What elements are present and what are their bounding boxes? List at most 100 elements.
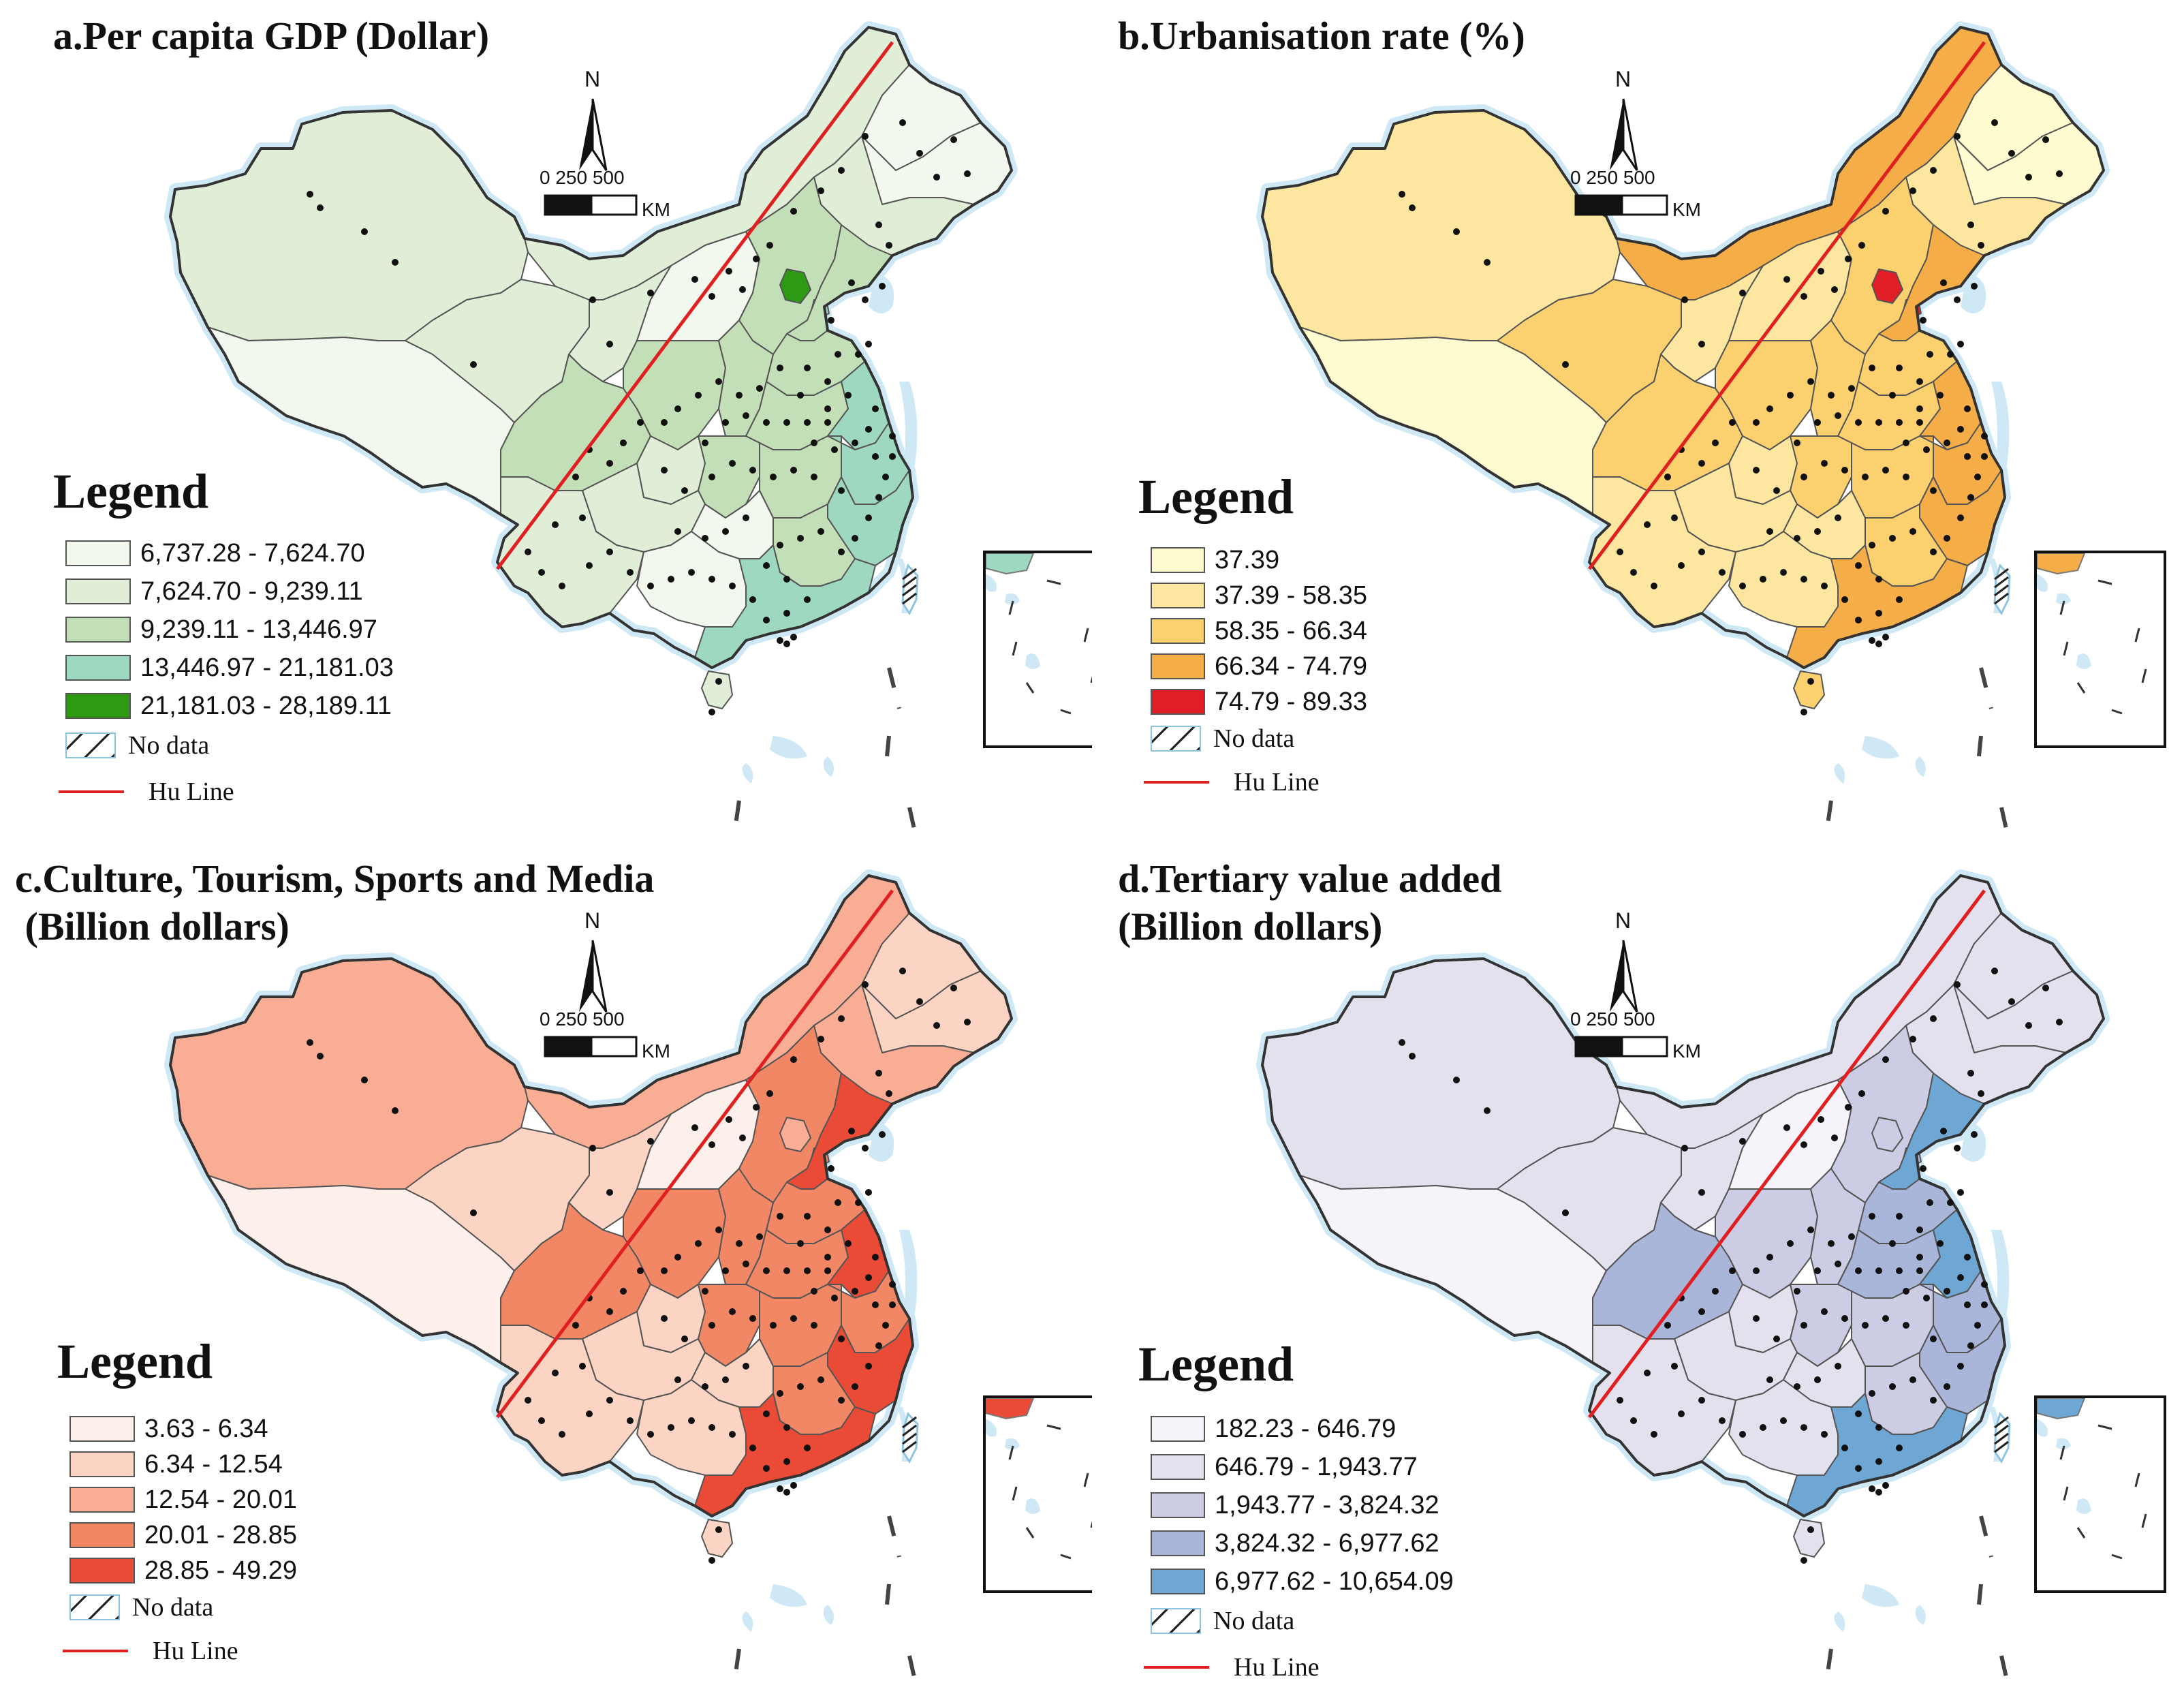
city-dot (681, 1335, 688, 1342)
boundary-dash (2001, 807, 2008, 838)
legend-swatch (69, 1558, 135, 1584)
city-dot (875, 494, 882, 501)
city-dot (1409, 204, 1416, 211)
city-dot (855, 351, 862, 358)
boundary-dash (736, 1649, 739, 1673)
city-dot (811, 1288, 817, 1295)
city-dot (875, 1070, 882, 1077)
legend-label: 646.79 - 1,943.77 (1215, 1453, 1418, 1482)
city-dot (572, 474, 579, 480)
north-arrow-icon (1603, 95, 1644, 177)
city-dot (1926, 1199, 1933, 1206)
panel-title: a.Per capita GDP (Dollar) (53, 12, 489, 60)
city-dot (1981, 453, 1988, 460)
city-dot (1848, 1233, 1855, 1240)
city-dot (852, 1383, 858, 1390)
city-dot (882, 474, 889, 480)
legend-swatch (65, 693, 131, 719)
city-dot (620, 1288, 627, 1295)
city-dot (1814, 528, 1821, 535)
scale-bar (1574, 194, 1670, 216)
sea-shade (770, 1584, 807, 1607)
city-dot (872, 1254, 879, 1261)
city-dot (1882, 1056, 1889, 1063)
city-dot (1930, 549, 1937, 555)
city-dot (702, 1383, 708, 1390)
city-dot (749, 596, 756, 603)
city-dot (916, 150, 923, 157)
city-dot (702, 1288, 708, 1295)
city-dot (1937, 392, 1944, 399)
hainan-island (1794, 1519, 1824, 1557)
city-dot (933, 1022, 940, 1029)
city-dot (2056, 1019, 2063, 1025)
city-dot (1896, 1267, 1903, 1274)
legend-label: 37.39 (1215, 546, 1279, 575)
city-dot (681, 487, 688, 494)
city-dot (875, 1342, 882, 1349)
city-dot (739, 1134, 746, 1141)
legend-item: 66.34 - 74.79 (1151, 651, 1367, 681)
city-dot (1926, 351, 1933, 358)
city-dot (1991, 968, 1998, 974)
city-dot (848, 1128, 855, 1134)
city-dot (1787, 392, 1794, 399)
city-dot (1882, 208, 1889, 215)
hu-line-label: Hu Line (1234, 1652, 1320, 1682)
city-dot (1930, 1335, 1937, 1342)
city-dot (1848, 385, 1855, 392)
boundary-dash (2001, 1656, 2008, 1683)
city-dot (1818, 1116, 1824, 1123)
city-dot (1944, 439, 1950, 446)
panel-title: b.Urbanisation rate (%) (1118, 12, 1525, 60)
city-dot (783, 419, 790, 426)
city-dot (848, 279, 855, 286)
city-dot (749, 467, 756, 474)
city-dot (1855, 617, 1862, 623)
city-dot (763, 1465, 770, 1472)
no-data-label: No data (1213, 724, 1294, 754)
city-dot (1930, 1397, 1937, 1404)
legend-swatch (69, 1416, 135, 1442)
city-dot (729, 1308, 736, 1315)
city-dot (715, 1226, 722, 1233)
city-dot (855, 1199, 862, 1206)
sea-shade (1835, 763, 1845, 784)
city-dot (552, 1370, 559, 1376)
legend-item: 182.23 - 646.79 (1151, 1414, 1396, 1444)
city-dot (1916, 1254, 1923, 1261)
city-dot (834, 351, 841, 358)
city-dot (1753, 1267, 1760, 1274)
city-dot (606, 341, 613, 348)
city-dot (1807, 378, 1814, 385)
city-dot (1991, 119, 1998, 126)
hainan-island (702, 1519, 732, 1557)
city-dot (637, 419, 644, 426)
legend-no-data: No data (65, 730, 209, 760)
city-dot (726, 268, 732, 275)
scale-ticks: 0 250 500 (1570, 167, 1655, 189)
legend-item: 6,977.62 - 10,654.09 (1151, 1566, 1454, 1596)
sea-shade (743, 763, 753, 784)
legend-label: 20.01 - 28.85 (144, 1521, 297, 1550)
city-dot (824, 419, 831, 426)
city-dot (1753, 419, 1760, 426)
city-dot (743, 1261, 749, 1267)
city-dot (1678, 1410, 1685, 1417)
city-dot (1841, 467, 1848, 474)
city-dot (882, 1322, 889, 1329)
boundary-dash (1981, 1516, 1991, 1557)
city-dot (865, 514, 872, 521)
no-data-hatch-icon (1151, 1608, 1201, 1634)
inset-map (986, 553, 1092, 745)
legend-swatch (1151, 1454, 1205, 1480)
city-dot (572, 1322, 579, 1329)
city-dot (817, 187, 824, 194)
city-dot (1617, 1397, 1623, 1404)
city-dot (1954, 981, 1961, 988)
city-dot (783, 640, 790, 647)
city-dot (1869, 1485, 1875, 1492)
legend-item: 6.34 - 12.54 (69, 1449, 283, 1479)
city-dot (1800, 1322, 1807, 1329)
city-dot (729, 1431, 736, 1438)
